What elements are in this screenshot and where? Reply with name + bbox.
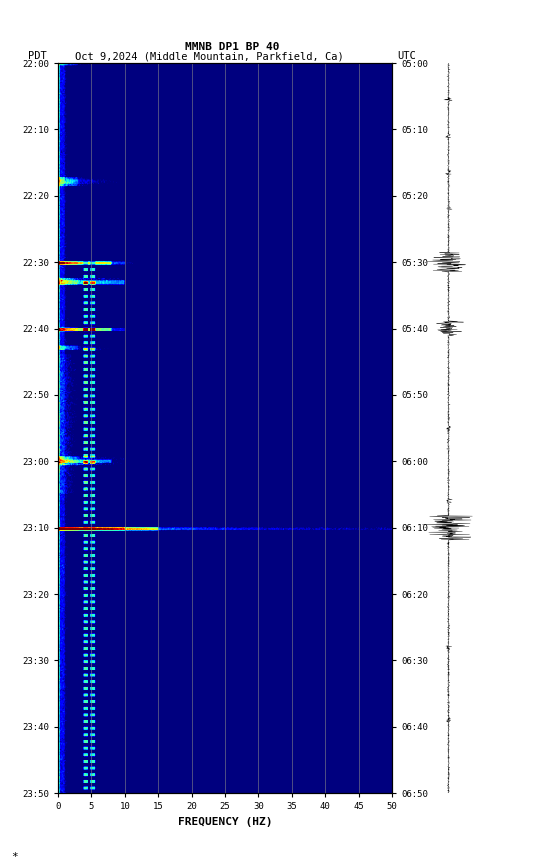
X-axis label: FREQUENCY (HZ): FREQUENCY (HZ)	[178, 816, 272, 827]
Text: PDT: PDT	[28, 51, 46, 61]
Text: UTC: UTC	[397, 51, 416, 61]
Text: Oct 9,2024 (Middle Mountain, Parkfield, Ca): Oct 9,2024 (Middle Mountain, Parkfield, …	[76, 51, 344, 61]
Text: *: *	[11, 852, 18, 861]
Text: MMNB DP1 BP 40: MMNB DP1 BP 40	[184, 42, 279, 53]
